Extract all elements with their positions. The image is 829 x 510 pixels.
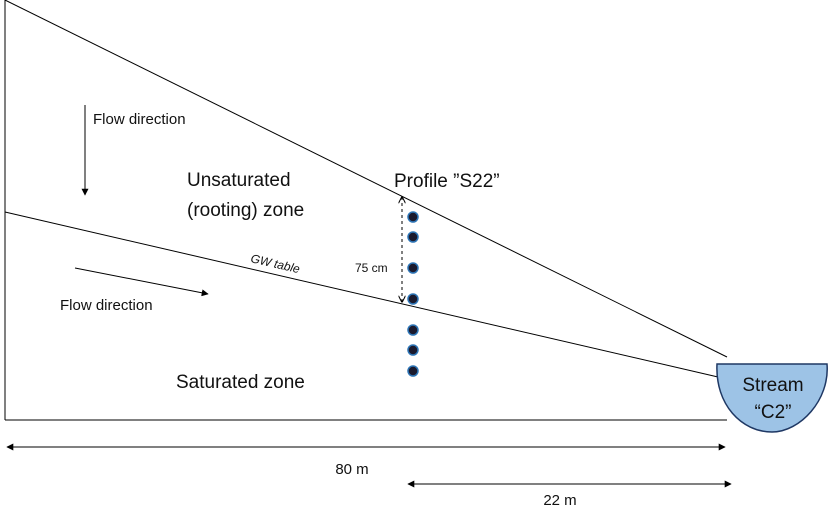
sensor <box>407 324 419 336</box>
sensor <box>407 211 419 223</box>
label: 22 m <box>543 492 576 509</box>
label: GW table <box>249 251 301 276</box>
sensor <box>407 262 419 274</box>
label: Flow direction <box>93 111 186 128</box>
sensor <box>407 293 419 305</box>
sensor <box>407 365 419 377</box>
label: (rooting) zone <box>187 200 304 221</box>
sensor <box>407 231 419 243</box>
label: 75 cm <box>355 261 388 275</box>
sensor-profile <box>407 211 419 377</box>
ground-surface <box>4 0 728 358</box>
label: “C2” <box>755 402 792 423</box>
stream <box>716 363 828 433</box>
gw-table-line <box>4 211 719 378</box>
label: Profile ”S22” <box>394 171 500 192</box>
flow-arrow-lateral <box>74 267 209 297</box>
label: Unsaturated <box>187 170 291 191</box>
label: Stream <box>742 375 803 396</box>
sensor <box>407 344 419 356</box>
label: Saturated zone <box>176 372 305 393</box>
hillslope <box>4 0 728 421</box>
label: Flow direction <box>60 297 153 314</box>
label: 80 m <box>335 461 368 478</box>
